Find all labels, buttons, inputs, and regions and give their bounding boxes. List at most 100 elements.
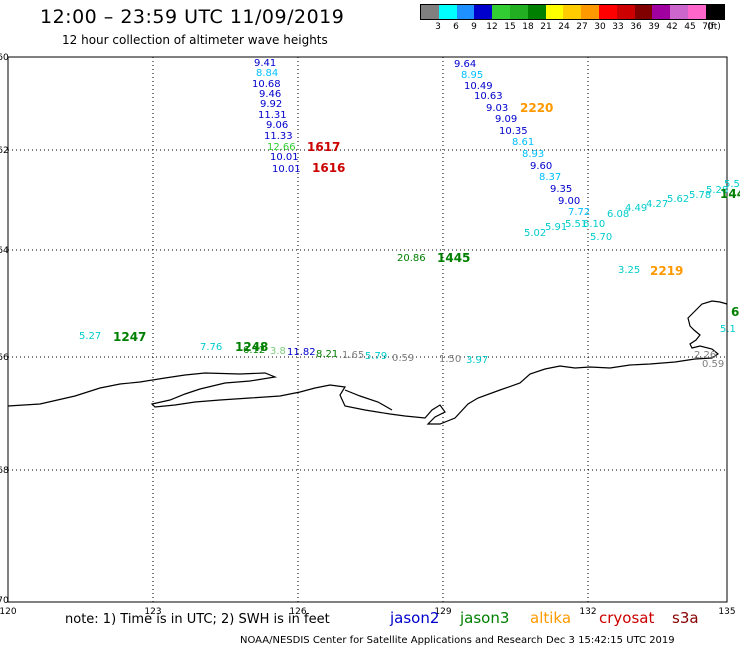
map-frame xyxy=(7,56,728,603)
legend-labels: (ft) 3 6 9 12 15 18 21 24 27 30 33 36 39 42 45 70 xyxy=(420,22,725,34)
legend-label: 3 xyxy=(435,22,441,32)
pass-time-label: 1247 xyxy=(113,330,146,344)
legend-label: 9 xyxy=(471,22,477,32)
pass-time-label: 2219 xyxy=(650,264,683,278)
wave-height-label: 8.61 xyxy=(512,137,534,148)
wave-height-label: 5.1 xyxy=(720,324,736,335)
pass-time-label: 144 xyxy=(720,187,740,201)
legend-label: 33 xyxy=(612,22,624,32)
coastline-inlet xyxy=(344,389,393,411)
legend-swatch xyxy=(581,5,599,19)
wave-height-label: 5.28 xyxy=(706,185,728,196)
x-tick-label: 123 xyxy=(144,607,161,617)
pass-time-label: 6 xyxy=(731,305,739,319)
wave-height-label: 6.12 xyxy=(243,345,265,356)
mission-s3a: s3a xyxy=(672,609,699,627)
mission-altika: altika xyxy=(530,609,572,627)
wave-height-label: 1.65 xyxy=(342,350,364,361)
legend-swatch xyxy=(509,5,528,19)
wave-height-label: 7.72 xyxy=(568,207,590,218)
wave-height-label: 20.86 xyxy=(397,253,426,264)
wave-height-label: 9.60 xyxy=(530,161,552,172)
pass-time-labels: 1617 1616 2220 1445 2219 1247 1248 144 6 xyxy=(113,101,740,354)
wave-height-label: 5.27 xyxy=(79,331,101,342)
legend-swatch xyxy=(598,5,617,19)
wave-height-label: 5.5 xyxy=(724,179,740,190)
wave-height-label: 9.09 xyxy=(495,114,517,125)
y-tick-label: -68 xyxy=(0,466,9,476)
wave-height-label: 6.08 xyxy=(607,209,629,220)
wave-height-label: 9.46 xyxy=(259,89,281,100)
wave-height-label: 5.91 xyxy=(545,222,567,233)
wave-height-label: 5.02 xyxy=(524,228,546,239)
legend-swatch xyxy=(670,5,688,19)
pass-time-label: 2220 xyxy=(520,101,553,115)
legend-swatch xyxy=(474,5,493,19)
y-tick-label: -64 xyxy=(0,246,9,256)
legend-swatch xyxy=(438,5,457,19)
wave-height-label: 2.26 xyxy=(694,350,716,361)
wave-height-label: 10.68 xyxy=(252,79,281,90)
wave-height-label: 10.49 xyxy=(464,81,493,92)
legend-label: 15 xyxy=(504,22,516,32)
legend-label: 30 xyxy=(594,22,606,32)
page-title: 12:00 – 23:59 UTC 11/09/2019 xyxy=(40,6,345,28)
axis-labels: 120 123 126 129 132 135 -60 -62 -64 -66 -68 -70 xyxy=(0,53,736,617)
color-legend: (ft) 3 6 9 12 15 18 21 24 27 30 33 36 39 42 45 70 xyxy=(420,4,725,34)
wave-height-label: 0.59 xyxy=(702,359,724,370)
legend-label: 70 xyxy=(702,22,714,32)
legend-swatch xyxy=(456,5,475,19)
wave-height-label: 5.62 xyxy=(667,194,689,205)
footer-note: note: 1) Time is in UTC; 2) SWH is in fe… xyxy=(65,612,330,627)
y-tick-label: -70 xyxy=(0,596,9,606)
pass-time-label: 1248 xyxy=(235,340,268,354)
legend-swatch xyxy=(616,5,635,19)
wave-height-label: 7.76 xyxy=(200,342,222,353)
wave-height-label: 11.82 xyxy=(287,347,316,358)
wave-height-label: 3.8 xyxy=(270,346,286,357)
pass-time-label: 1617 xyxy=(307,140,340,154)
mission-jason3: jason3 xyxy=(460,609,510,627)
legend-swatch xyxy=(705,5,724,19)
wave-height-label: 1.50 xyxy=(439,354,461,365)
y-tick-label: -60 xyxy=(0,53,9,63)
wave-height-label: 10.01 xyxy=(270,152,299,163)
legend-label: 39 xyxy=(648,22,660,32)
wave-height-label: 8.93 xyxy=(522,149,544,160)
wave-height-label: 8.37 xyxy=(539,172,561,183)
legend-swatch xyxy=(687,5,706,19)
wave-height-label: 3.97 xyxy=(466,355,488,366)
y-tick-label: -62 xyxy=(0,146,9,156)
legend-swatch xyxy=(527,5,546,19)
legend-swatch xyxy=(634,5,653,19)
wave-height-label: 11.31 xyxy=(258,110,287,121)
wave-height-label: 5.79 xyxy=(365,351,387,362)
legend-swatch xyxy=(545,5,564,19)
wave-height-label: 5.70 xyxy=(590,232,612,243)
legend-swatch xyxy=(492,5,510,19)
legend-label: 18 xyxy=(522,22,534,32)
pass-time-label: 1445 xyxy=(437,251,470,265)
wave-height-label: 9.41 xyxy=(254,58,276,69)
pass-time-label: 1616 xyxy=(312,161,345,175)
wave-height-label: 9.35 xyxy=(550,184,572,195)
legend-swatch xyxy=(652,5,671,19)
x-tick-label: 120 xyxy=(0,607,17,617)
graticule xyxy=(8,57,727,602)
credit-line: NOAA/NESDIS Center for Satellite Applica… xyxy=(240,635,675,646)
legend-label: 24 xyxy=(558,22,570,32)
wave-height-label: 10.01 xyxy=(272,164,301,175)
legend-label: 21 xyxy=(540,22,552,32)
legend-swatch xyxy=(421,5,439,19)
legend-color-bar xyxy=(420,4,725,20)
x-tick-label: 132 xyxy=(579,607,596,617)
coastline xyxy=(7,300,728,425)
wave-height-label: 3.25 xyxy=(618,265,640,276)
wave-height-label: 12.66 xyxy=(267,142,296,153)
wave-height-label: 8.95 xyxy=(461,70,483,81)
wave-height-label: 0.59 xyxy=(392,353,414,364)
wave-height-label: 9.00 xyxy=(558,196,580,207)
wave-height-label: 5.51 xyxy=(565,219,587,230)
